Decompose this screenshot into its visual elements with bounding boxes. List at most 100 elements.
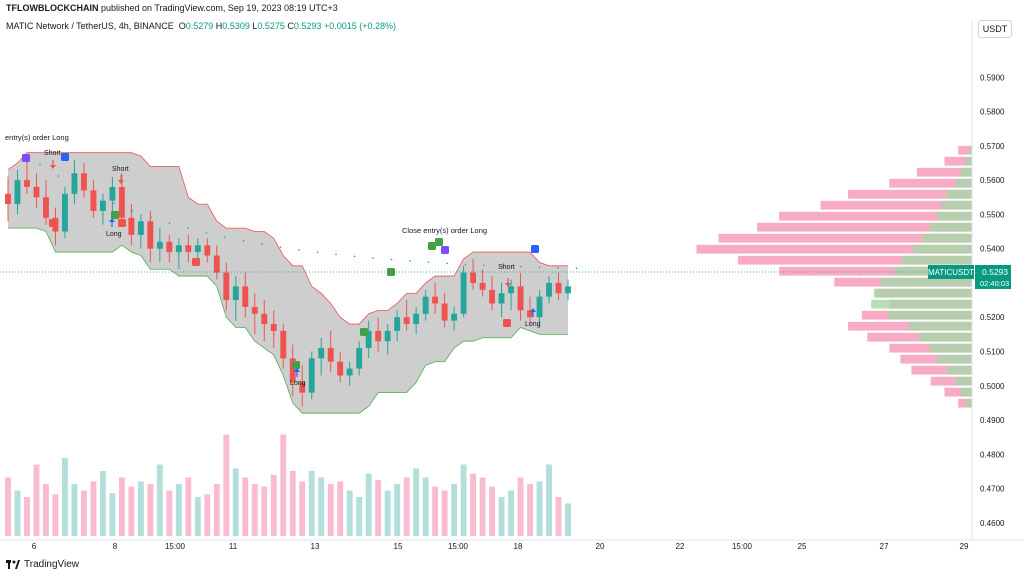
volume-bar [460,464,467,536]
dotted-trail-point [335,253,337,256]
volume-bar [118,477,125,536]
candle-body [555,282,562,294]
dotted-trail-point [261,243,263,245]
candle-body [99,200,106,211]
volume-bar [299,481,306,536]
volume-bar [24,497,30,536]
volume-bar [384,490,391,536]
x-tick-label: 25 [798,542,807,551]
candle-body [365,330,372,349]
long-arrow-icon [294,368,300,372]
cloud-band [7,152,578,414]
volume-bar [175,484,182,536]
volume-bar [33,464,40,536]
candle-body [337,361,344,376]
exit-marker-icon [118,219,126,227]
candles [5,159,571,407]
profile-up-bar [969,145,972,155]
candle-body [251,306,258,314]
dotted-trail-point [168,222,171,224]
profile-up-bar [941,200,972,210]
long-label: Long [290,380,306,387]
dotted-trail-point [224,236,226,238]
profile-up-bar [913,244,972,254]
dotted-trail-point [298,249,300,251]
profile-down-bar [911,365,972,375]
volume-bar [213,484,220,536]
volume-bar [80,490,87,536]
ohlc-c-value: 0.5293 [293,21,322,31]
profile-up-bar [955,178,972,188]
ohlc-l-label: L [252,21,258,31]
symbol-title[interactable]: MATIC Network / TetherUS, 4h, BINANCE [6,21,174,31]
candle-body [33,186,40,198]
volume-bar [14,490,21,536]
ohlc-h-label: H [215,21,223,31]
y-tick-label: 0.4900 [980,416,1005,425]
candle-body [327,348,334,362]
candle-body [166,241,173,253]
candle-body [147,221,154,249]
candle-body [403,317,410,325]
ohlc-o-label: O [178,21,186,31]
dotted-trail-point [242,240,245,242]
dotted-trail-point [538,266,541,269]
volume-bar [204,494,211,536]
candle-body [517,286,524,311]
close-entry-long-label: Close entry(s) order Long [402,226,487,235]
profile-down-bar [696,244,972,254]
volume-bar [470,473,477,536]
long-arrow-icon [109,218,115,222]
profile-up-bar [923,233,972,243]
x-tick-label: 11 [229,542,238,551]
candle-body [479,282,486,290]
candle-body [394,317,401,331]
profile-up-bar [930,343,972,353]
exit-marker-icon [49,219,57,227]
profile-up-bar [909,321,972,331]
volume-bar [527,484,533,536]
price-tag-bg [975,265,1011,289]
x-tick-label: 15:00 [448,542,469,551]
dotted-trail-point [131,209,134,212]
tradingview-logo-icon [6,560,20,569]
volume-bar [422,477,429,536]
profile-up-bar [902,255,972,265]
volume-bar [555,497,562,536]
volume-bar [546,464,552,536]
volume-bar [109,493,116,536]
ohlc-c-label: C [287,21,294,31]
profile-down-bar [944,387,972,397]
profile-up-bar [960,387,972,397]
candle-body [156,241,163,249]
volume-bar [194,497,201,536]
candle-body [299,382,306,393]
candle-body [308,358,315,393]
volume-bar [394,484,401,536]
candle-body [346,368,353,376]
candle-body [242,286,249,307]
volume-bar [137,481,144,536]
profile-down-bar [737,255,972,265]
candle-body [80,173,87,191]
profile-down-bar [944,156,972,166]
author-name[interactable]: TFLOWBLOCKCHAIN [6,3,99,13]
footer-logo[interactable]: TradingView [6,559,79,570]
candle-body [5,193,11,205]
dotted-trail-point [520,265,522,268]
currency-badge[interactable]: USDT [978,20,1012,38]
x-tick-label: 29 [960,542,969,551]
short-arrow-icon [505,283,511,287]
volume-bar [270,474,277,536]
profile-up-bar [965,156,972,166]
volume-bar [128,486,135,536]
y-tick-label: 0.5200 [980,313,1005,322]
x-tick-label: 15:00 [165,542,186,551]
x-tick-label: 13 [311,542,320,551]
volume-bar [232,468,239,536]
annotation-labels: entry(s) order Long Close entry(s) order… [5,133,541,387]
candle-body [546,282,552,297]
volume-bar [289,471,296,536]
